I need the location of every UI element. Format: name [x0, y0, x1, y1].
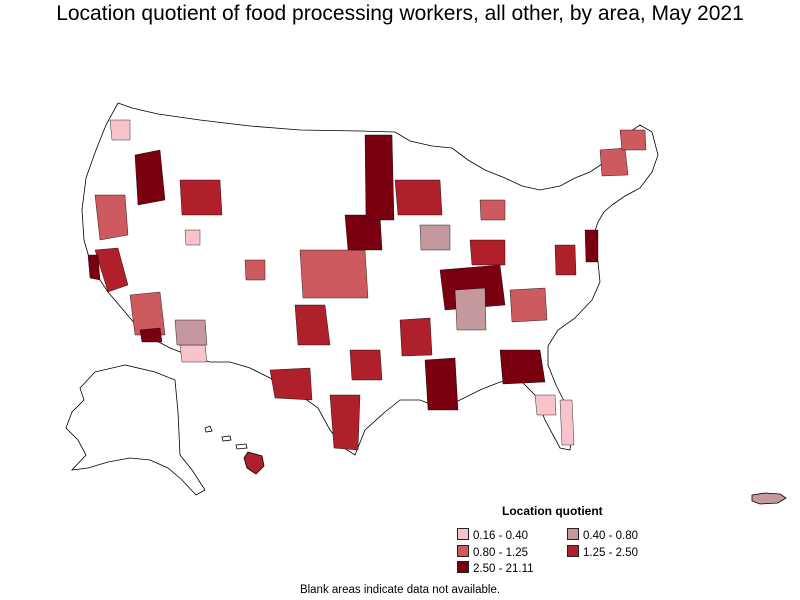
legend-item-2.50-21.11: 2.50 - 21.11	[457, 561, 534, 575]
area-regions	[87, 119, 647, 451]
legend-item-0.16-0.40: 0.16 - 0.40	[457, 528, 528, 542]
hawaii-islands	[204, 425, 265, 475]
area-region	[469, 239, 506, 266]
area-region	[244, 259, 266, 281]
area-region	[179, 344, 208, 363]
area-region	[509, 287, 548, 323]
legend-title: Location quotient	[502, 504, 603, 518]
area-region	[179, 179, 223, 216]
area-region	[94, 247, 129, 293]
area-region	[87, 254, 101, 281]
area-region	[294, 304, 331, 346]
map-title: Location quotient of food processing wor…	[56, 2, 744, 25]
area-region	[329, 394, 361, 451]
area-region	[344, 214, 383, 251]
area-region	[534, 394, 557, 416]
area-region	[269, 367, 313, 401]
area-region	[499, 349, 546, 385]
area-region	[129, 291, 166, 336]
area-region	[94, 194, 129, 241]
legend-swatch	[457, 528, 469, 540]
legend-item-1.25-2.50: 1.25 - 2.50	[567, 545, 638, 559]
legend-swatch	[567, 528, 579, 540]
area-region	[364, 134, 395, 221]
puerto-rico-outline	[751, 492, 787, 505]
area-region	[109, 119, 131, 141]
area-region	[349, 349, 383, 381]
area-region	[424, 357, 459, 411]
area-region	[174, 319, 208, 346]
legend-item-0.40-0.80: 0.40 - 0.80	[567, 528, 638, 542]
area-region	[139, 327, 163, 343]
area-region	[394, 179, 443, 216]
alaska-outline	[65, 364, 206, 496]
area-region	[584, 229, 599, 263]
legend-item-0.80-1.25: 0.80 - 1.25	[457, 545, 528, 559]
footnote: Blank areas indicate data not available.	[299, 584, 501, 596]
area-region	[479, 199, 506, 221]
legend-swatch	[457, 545, 469, 557]
area-region	[419, 224, 451, 251]
area-region	[619, 129, 647, 151]
area-region	[399, 317, 433, 357]
area-region	[559, 399, 575, 446]
legend-swatch	[567, 545, 579, 557]
area-region	[554, 244, 577, 276]
area-region	[599, 147, 629, 177]
area-region	[454, 287, 487, 331]
area-region	[134, 149, 166, 206]
area-region	[184, 229, 201, 246]
area-region	[299, 249, 369, 299]
legend-swatch	[457, 561, 469, 573]
